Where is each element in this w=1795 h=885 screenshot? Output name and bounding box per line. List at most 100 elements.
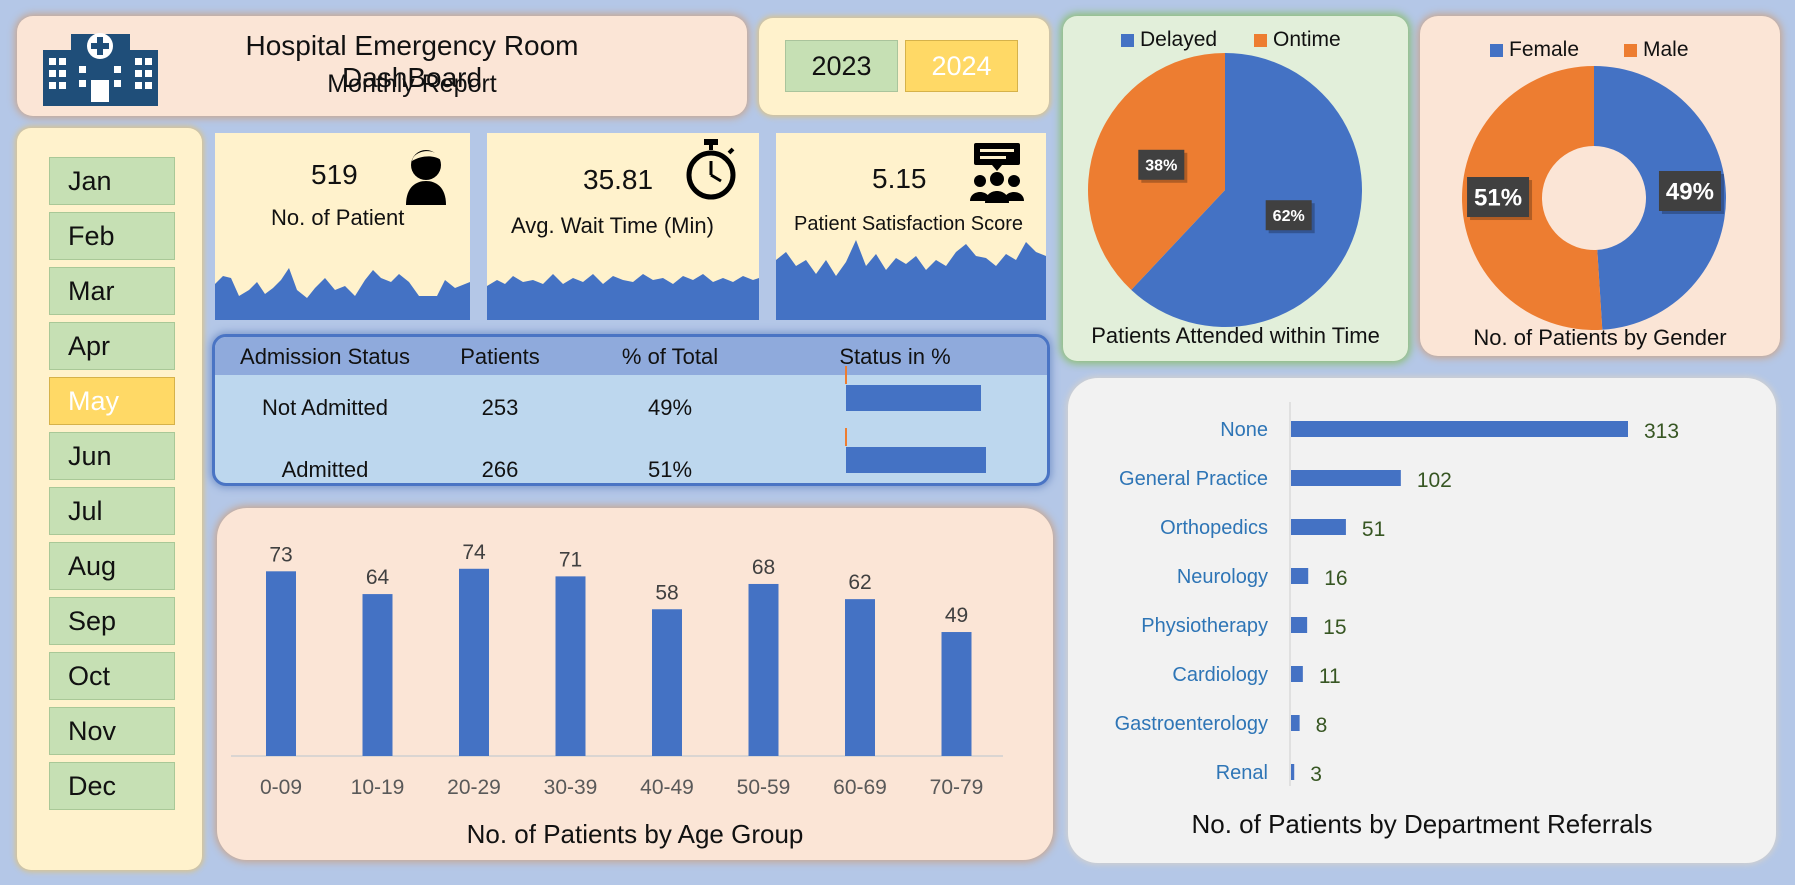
kpi-sparkline-wait-time — [487, 274, 759, 320]
admission-table-header — [215, 337, 1047, 375]
gender-pct-label: 49% — [1666, 178, 1714, 205]
age-category-label: 0-09 — [260, 776, 302, 799]
dept-bar — [1291, 715, 1300, 731]
row-patients-admitted: 266 — [481, 457, 519, 482]
age-bar — [266, 571, 296, 756]
age-bar — [941, 632, 972, 756]
month-button-sep[interactable]: Sep — [49, 597, 175, 645]
attended-pct-label-box — [1265, 200, 1312, 231]
attended-chart-title: Patients Attended within Time — [1091, 323, 1380, 348]
legend-label-ontime: Ontime — [1273, 28, 1341, 51]
legend-label-male: Male — [1643, 38, 1689, 61]
dept-category-label: General Practice — [1119, 468, 1268, 490]
gender-slice-male — [1461, 66, 1603, 331]
month-button-aug[interactable]: Aug — [49, 542, 175, 590]
kpi-value-satisfaction: 5.15 — [872, 163, 927, 194]
age-category-label: 70-79 — [930, 776, 984, 799]
stopwatch-icon — [686, 139, 736, 200]
age-category-label: 50-59 — [737, 776, 791, 799]
age-category-label: 30-39 — [544, 776, 598, 799]
legend-label-female: Female — [1509, 38, 1580, 61]
dept-value-label: 8 — [1316, 714, 1328, 737]
data-bar-not-admitted — [846, 385, 981, 411]
dept-category-label: Orthopedics — [1160, 517, 1268, 539]
dept-bar — [1291, 666, 1303, 682]
month-button-oct[interactable]: Oct — [49, 652, 175, 700]
year-button-2023[interactable]: 2023 — [785, 40, 898, 92]
month-button-may[interactable]: May — [49, 377, 175, 425]
attended-pct-label: 62% — [1273, 208, 1305, 225]
month-button-jan[interactable]: Jan — [49, 157, 175, 205]
age-bar-value-label: 58 — [655, 581, 678, 604]
dept-value-label: 3 — [1310, 763, 1322, 786]
kpi-sparkline-satisfaction — [776, 240, 1046, 320]
age-bar-value-label: 73 — [269, 543, 292, 566]
age-bar-value-label: 68 — [752, 556, 775, 579]
row-status-admitted: Admitted — [281, 457, 369, 482]
age-bar — [845, 599, 875, 756]
dept-bar — [1291, 519, 1346, 535]
attended-pct-label-box — [1138, 149, 1185, 180]
kpi-label-satisfaction: Patient Satisfaction Score — [794, 213, 1024, 235]
year-slicer: 2023 2024 — [759, 18, 1049, 115]
dept-category-label: Gastroenterology — [1115, 713, 1268, 735]
kpi-label-patients: No. of Patient — [271, 205, 405, 230]
age-bar — [459, 568, 489, 756]
age-bar — [362, 594, 393, 756]
month-button-jul[interactable]: Jul — [49, 487, 175, 535]
age-category-label: 60-69 — [833, 776, 887, 799]
kpi-label-wait-time: Avg. Wait Time (Min) — [511, 213, 714, 238]
age-chart-title: No. of Patients by Age Group — [466, 819, 804, 849]
gender-pct-label-box — [1467, 177, 1530, 218]
dept-value-label: 313 — [1644, 420, 1679, 443]
age-group-chart-card: 73 0-09 64 10-19 74 20-29 71 30-39 58 40-49 68 50-5… — [217, 508, 1053, 860]
year-button-2024[interactable]: 2024 — [905, 40, 1018, 92]
feedback-group-icon — [970, 143, 1024, 203]
kpi-sparkline-patients — [215, 268, 470, 320]
age-bar-value-label: 71 — [559, 548, 582, 571]
age-category-label: 40-49 — [640, 776, 694, 799]
month-button-mar[interactable]: Mar — [49, 267, 175, 315]
attended-time-chart-card: Delayed Ontime 62% 38% Patients Attended … — [1063, 16, 1408, 361]
department-referrals-chart-card: None 313 General Practice 102 Orthopedics 51 N… — [1068, 378, 1776, 863]
dept-value-label: 51 — [1362, 518, 1385, 541]
age-category-label: 20-29 — [447, 776, 501, 799]
legend-male: Male — [1624, 38, 1689, 62]
dept-category-label: Physiotherapy — [1141, 615, 1268, 637]
age-bar — [555, 576, 586, 756]
month-button-dec[interactable]: Dec — [49, 762, 175, 810]
legend-label-delayed: Delayed — [1140, 28, 1218, 51]
row-status-not-admitted: Not Admitted — [262, 395, 388, 420]
kpi-card-wait-time: 35.81 Avg. Wait Time (Min) — [487, 133, 759, 320]
dept-category-label: Cardiology — [1172, 664, 1268, 686]
row-patients-not-admitted: 253 — [481, 395, 519, 420]
gender-pct-label: 51% — [1474, 184, 1522, 211]
month-button-feb[interactable]: Feb — [49, 212, 175, 260]
age-bar — [652, 609, 682, 756]
month-button-apr[interactable]: Apr — [49, 322, 175, 370]
kpi-card-patients: 519 No. of Patient — [215, 133, 470, 320]
header-admission-status: Admission Status — [240, 344, 410, 369]
dept-category-label: None — [1220, 419, 1268, 441]
attended-time-pie-chart: 62% 38% — [1088, 53, 1362, 328]
legend-ontime: Ontime — [1254, 28, 1341, 52]
department-referrals-bar-chart: None 313 General Practice 102 Orthopedics 51 N… — [1115, 402, 1679, 786]
dept-value-label: 102 — [1417, 469, 1452, 492]
gender-chart-card: Female Male 49% 51% No. of Patients by Ge… — [1420, 16, 1780, 356]
dept-bar — [1291, 421, 1628, 437]
month-button-nov[interactable]: Nov — [49, 707, 175, 755]
gender-donut-chart: 49% 51% — [1461, 66, 1726, 331]
department-chart-title: No. of Patients by Department Referrals — [1191, 809, 1653, 839]
legend-female: Female — [1490, 38, 1579, 62]
legend-delayed: Delayed — [1121, 28, 1217, 52]
data-bar-axis-tick — [845, 366, 847, 384]
kpi-value-patients: 519 — [311, 159, 358, 190]
row-pct-admitted: 51% — [647, 457, 693, 482]
month-button-jun[interactable]: Jun — [49, 432, 175, 480]
dept-value-label: 15 — [1323, 616, 1346, 639]
header-status-in-pct: Status in % — [839, 344, 951, 369]
dept-bar — [1291, 470, 1401, 486]
dept-bar — [1291, 617, 1308, 633]
attended-pct-label: 38% — [1145, 157, 1177, 174]
title-card: Hospital Emergency Room DashBoard Monthl… — [17, 16, 747, 116]
